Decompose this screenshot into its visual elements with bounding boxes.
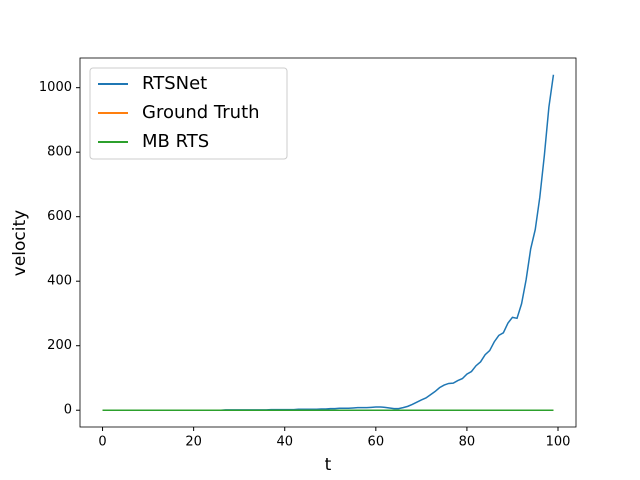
legend-label: Ground Truth: [142, 102, 260, 123]
y-tick-label: 400: [47, 274, 72, 289]
y-tick-label: 800: [47, 145, 72, 160]
legend-label: MB RTS: [142, 131, 209, 152]
legend-box: [89, 67, 288, 160]
x-tick-label: 20: [185, 435, 202, 450]
plot-frame: [79, 57, 577, 428]
x-tick-label: 80: [459, 435, 476, 450]
x-tick-label: 100: [546, 435, 571, 450]
y-tick-label: 0: [64, 403, 72, 418]
x-tick-label: 40: [276, 435, 293, 450]
x-tick-label: 60: [368, 435, 385, 450]
x-axis-label: t: [325, 455, 332, 475]
x-tick-label: 0: [98, 435, 106, 450]
y-tick-label: 200: [47, 338, 72, 353]
y-tick-label: 1000: [39, 80, 72, 95]
y-tick-label: 600: [47, 209, 72, 224]
legend-label: RTSNet: [142, 73, 207, 94]
y-axis-label: velocity: [10, 210, 30, 276]
